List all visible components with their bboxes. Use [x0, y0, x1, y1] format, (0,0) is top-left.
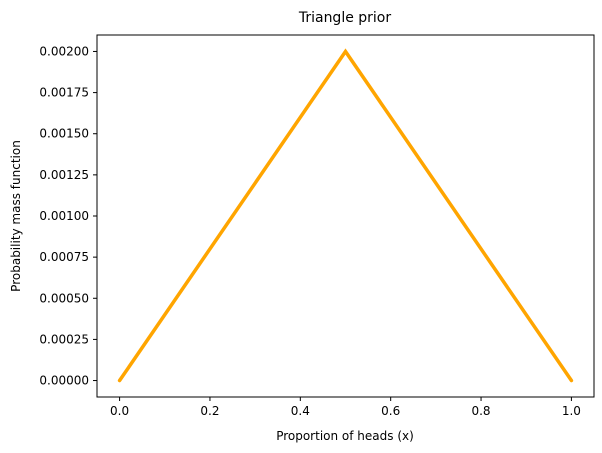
plot-frame	[96, 34, 595, 398]
x-axis: 0.0 0.2 0.4 0.6 0.8 1.0	[110, 397, 581, 418]
y-tick-label: 0.00150	[39, 127, 89, 141]
y-tick-label: 0.00000	[39, 374, 89, 388]
plot-area	[117, 48, 574, 383]
x-tick-label: 0.0	[110, 404, 129, 418]
y-axis-label: Probability mass function	[9, 140, 23, 292]
chart-title: Triangle prior	[298, 10, 392, 26]
y-tick-label: 0.00075	[39, 250, 89, 264]
series-line-0	[117, 48, 574, 383]
y-tick-label: 0.00200	[39, 44, 89, 58]
x-tick-label: 1.0	[562, 404, 581, 418]
y-tick-label: 0.00100	[39, 209, 89, 223]
y-axis: 0.00000 0.00025 0.00050 0.00075 0.00100 0.001…	[39, 44, 97, 388]
x-axis-label: Proportion of heads (x)	[276, 429, 414, 443]
x-tick-label: 0.6	[381, 404, 400, 418]
x-tick-label: 0.4	[291, 404, 310, 418]
y-tick-label: 0.00125	[39, 168, 89, 182]
y-tick-label: 0.00050	[39, 291, 89, 305]
y-tick-label: 0.00025	[39, 332, 89, 346]
y-tick-label: 0.00175	[39, 86, 89, 100]
x-tick-label: 0.8	[471, 404, 490, 418]
x-tick-label: 0.2	[200, 404, 219, 418]
